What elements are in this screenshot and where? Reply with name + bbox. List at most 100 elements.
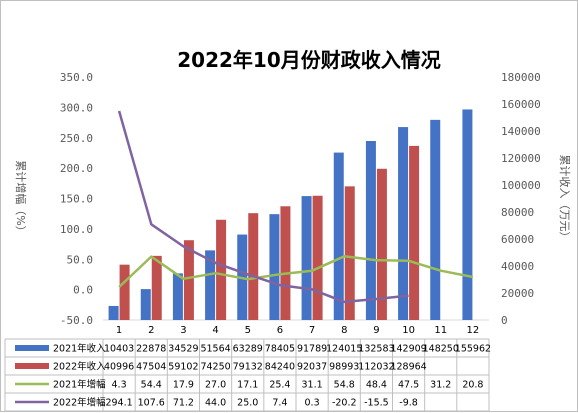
y-left-tick-label: -50.0 xyxy=(60,314,93,327)
table-cell: 25.0 xyxy=(237,398,258,409)
y-left-tick-label: 50.0 xyxy=(67,253,94,266)
bar-2021-revenue xyxy=(172,273,183,320)
bar-2022-revenue xyxy=(280,206,291,320)
bar-2022-revenue xyxy=(151,255,162,320)
bar-2022-revenue xyxy=(344,186,355,320)
bar-2021-revenue xyxy=(365,141,376,320)
table-cell: 51564 xyxy=(200,344,230,355)
table-cell: -20.2 xyxy=(332,398,357,409)
axes: 350.0 300.0 250.0 200.0 150.0 100.0 50.0 0.0 -50… xyxy=(14,71,572,336)
bar-2021-revenue xyxy=(462,109,473,321)
x-category-label: 7 xyxy=(309,325,315,336)
x-category-label: 4 xyxy=(212,325,218,336)
table-cell: 44.0 xyxy=(205,398,226,409)
table-cell: 31.1 xyxy=(302,380,323,391)
table-cell: 84240 xyxy=(265,362,295,373)
table-cell: -9.8 xyxy=(399,398,418,409)
y-left-tick-label: 300.0 xyxy=(60,101,93,114)
table-cell: 0.3 xyxy=(305,398,320,409)
y-right-tick-label: 140000 xyxy=(501,125,541,138)
x-category-label: 10 xyxy=(402,325,415,336)
y-right-tick-label: 80000 xyxy=(501,206,534,219)
y-right-axis-title: 累计收入（万元） xyxy=(558,155,572,243)
table-cell: 155962 xyxy=(455,344,491,355)
bar-2022-revenue xyxy=(119,264,130,320)
y-left-tick-label: 150.0 xyxy=(60,193,93,206)
table-cell: 22878 xyxy=(136,344,166,355)
table-cell: 27.0 xyxy=(205,380,226,391)
legend-key-bar xyxy=(15,345,49,351)
table-cell: 17.1 xyxy=(237,380,258,391)
table-row-label: 2021年增幅 xyxy=(53,379,106,391)
table-cell: 40996 xyxy=(104,362,134,373)
table-cell: 124015 xyxy=(326,344,362,355)
y-right-tick-label: 60000 xyxy=(501,233,534,246)
table-cell: 4.3 xyxy=(112,380,127,391)
y-left-tick-label: 100.0 xyxy=(60,223,93,236)
table-cell: 79132 xyxy=(233,362,263,373)
table-cell: 92037 xyxy=(297,362,327,373)
bar-2022-revenue xyxy=(409,145,420,320)
y-right-tick-label: 120000 xyxy=(501,152,541,165)
table-cell: 54.8 xyxy=(334,380,355,391)
table-cell: 47.5 xyxy=(398,380,419,391)
y-right-tick-label: 160000 xyxy=(501,98,541,111)
table-cell: 63289 xyxy=(233,344,263,355)
chart-title: 2022年10月份财政收入情况 xyxy=(177,48,441,72)
bar-2021-revenue xyxy=(205,250,216,320)
y-left-tick-label: 350.0 xyxy=(60,71,93,84)
bar-2021-revenue xyxy=(301,196,312,320)
table-cell: 59102 xyxy=(168,362,198,373)
bar-2021-revenue xyxy=(108,305,119,320)
table-cell: 91789 xyxy=(297,344,327,355)
table-cell: 98993 xyxy=(329,362,359,373)
table-cell: 112032 xyxy=(358,362,394,373)
table-cell: 7.4 xyxy=(272,398,287,409)
bar-2022-revenue xyxy=(216,219,227,320)
y-right-tick-label: 0 xyxy=(501,314,508,327)
y-left-tick-label: 250.0 xyxy=(60,132,93,145)
line-2021-growth xyxy=(118,255,474,288)
table-cell: 17.9 xyxy=(173,380,194,391)
table-cell: 132583 xyxy=(358,344,394,355)
bar-2022-revenue xyxy=(312,195,323,320)
table-cell: 128964 xyxy=(390,362,426,373)
bar-2022-revenue xyxy=(376,168,387,320)
table-cell: 47504 xyxy=(136,362,166,373)
table-row-label: 2022年增幅 xyxy=(53,397,106,409)
table-cell: 74250 xyxy=(200,362,230,373)
table-cell: 107.6 xyxy=(138,398,165,409)
table-row-label: 2022年收入 xyxy=(53,361,106,373)
y-right-tick-label: 20000 xyxy=(501,287,534,300)
bar-2021-revenue xyxy=(269,214,280,320)
x-category-label: 6 xyxy=(277,325,283,336)
table-cell: 31.2 xyxy=(430,380,451,391)
table-cell: 34529 xyxy=(168,344,198,355)
y-left-axis-title: 累计增幅（%） xyxy=(14,160,28,236)
y-left-tick-label: 0.0 xyxy=(73,284,93,297)
table-cell: -15.5 xyxy=(364,398,389,409)
bar-2022-revenue xyxy=(183,240,194,320)
y-right-tick-label: 180000 xyxy=(501,71,541,84)
table-cell: 10403 xyxy=(104,344,134,355)
table-cell: 54.4 xyxy=(141,380,162,391)
bar-2021-revenue xyxy=(398,127,409,321)
x-category-label: 1 xyxy=(116,325,122,336)
x-category-label: 3 xyxy=(180,325,186,336)
x-category-label: 9 xyxy=(373,325,379,336)
bar-2021-revenue xyxy=(140,289,151,320)
lines xyxy=(117,110,474,304)
y-right-tick-label: 40000 xyxy=(501,260,534,273)
x-category-label: 8 xyxy=(341,325,347,336)
y-left-tick-label: 200.0 xyxy=(60,162,93,175)
legend-key-bar xyxy=(15,363,49,369)
x-category-label: 11 xyxy=(434,325,447,336)
table-cell: 48.4 xyxy=(366,380,387,391)
line-2022-growth xyxy=(117,110,409,304)
bars xyxy=(108,109,473,321)
bar-2022-revenue xyxy=(248,213,259,320)
x-category-label: 2 xyxy=(148,325,154,336)
